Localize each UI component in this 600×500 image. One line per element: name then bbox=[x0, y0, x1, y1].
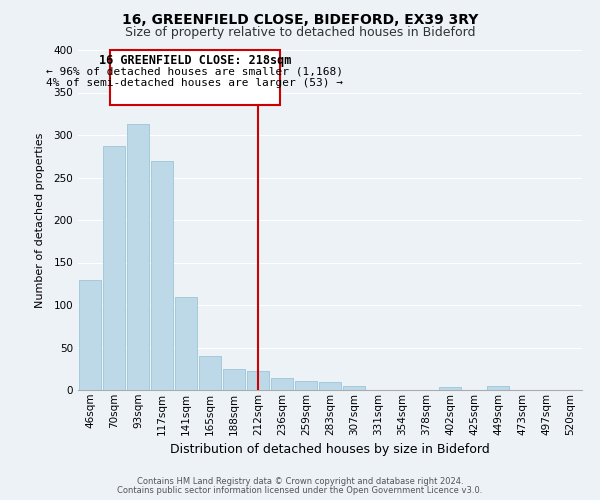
Text: 16 GREENFIELD CLOSE: 218sqm: 16 GREENFIELD CLOSE: 218sqm bbox=[99, 54, 291, 67]
Bar bbox=[175, 298, 197, 390]
Bar bbox=[295, 380, 317, 390]
Bar bbox=[343, 386, 365, 390]
Bar bbox=[151, 162, 173, 390]
Bar bbox=[439, 386, 461, 390]
Bar bbox=[223, 369, 245, 390]
Bar bbox=[319, 382, 341, 390]
Text: Size of property relative to detached houses in Bideford: Size of property relative to detached ho… bbox=[125, 26, 475, 39]
Text: Contains public sector information licensed under the Open Government Licence v3: Contains public sector information licen… bbox=[118, 486, 482, 495]
Text: ← 96% of detached houses are smaller (1,168): ← 96% of detached houses are smaller (1,… bbox=[47, 66, 343, 76]
Bar bbox=[247, 372, 269, 390]
Bar bbox=[103, 146, 125, 390]
Y-axis label: Number of detached properties: Number of detached properties bbox=[35, 132, 45, 308]
FancyBboxPatch shape bbox=[110, 50, 280, 106]
X-axis label: Distribution of detached houses by size in Bideford: Distribution of detached houses by size … bbox=[170, 443, 490, 456]
Text: 4% of semi-detached houses are larger (53) →: 4% of semi-detached houses are larger (5… bbox=[47, 78, 343, 88]
Text: Contains HM Land Registry data © Crown copyright and database right 2024.: Contains HM Land Registry data © Crown c… bbox=[137, 477, 463, 486]
Bar bbox=[199, 356, 221, 390]
Bar bbox=[271, 378, 293, 390]
Bar bbox=[79, 280, 101, 390]
Text: 16, GREENFIELD CLOSE, BIDEFORD, EX39 3RY: 16, GREENFIELD CLOSE, BIDEFORD, EX39 3RY bbox=[122, 12, 478, 26]
Bar bbox=[127, 124, 149, 390]
Bar bbox=[487, 386, 509, 390]
